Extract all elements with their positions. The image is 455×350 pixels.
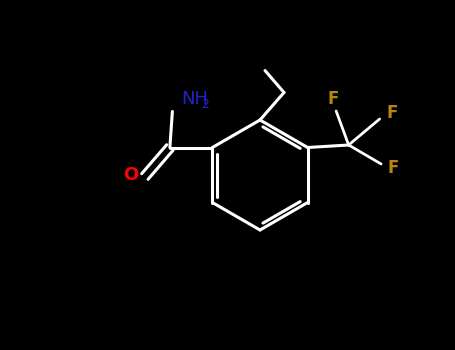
Text: F: F bbox=[328, 90, 339, 108]
Text: F: F bbox=[388, 159, 399, 177]
Text: O: O bbox=[123, 167, 138, 184]
Text: 2: 2 bbox=[201, 98, 209, 111]
Text: NH: NH bbox=[182, 90, 208, 108]
Text: F: F bbox=[386, 104, 398, 122]
